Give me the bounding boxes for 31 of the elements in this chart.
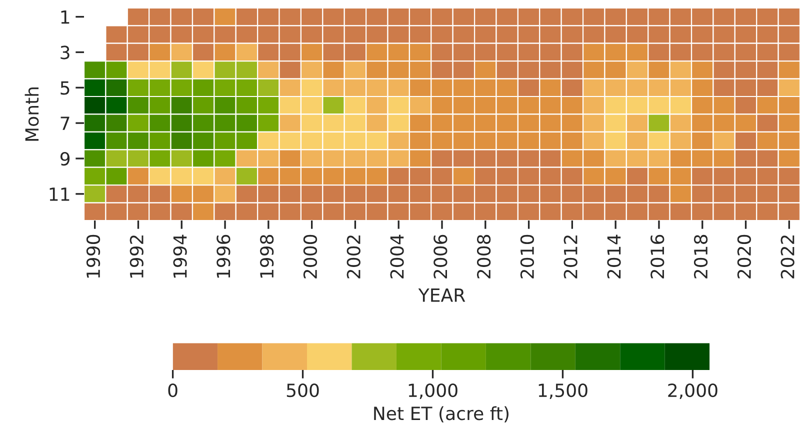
x-tick-label: 2012: [564, 236, 578, 278]
color-bar-label: 1,500: [538, 384, 588, 400]
color-bar-label: 1,000: [408, 384, 458, 400]
color-bar-title: Net ET (acre ft): [374, 406, 508, 422]
x-tick-label: 2008: [476, 234, 491, 278]
x-tick-label: 2016: [650, 234, 664, 278]
x-tick-label: 2004: [390, 234, 404, 278]
y-tick-label: 5: [60, 81, 70, 95]
x-tick-label: 2006: [434, 234, 448, 278]
y-axis-title: Month: [24, 87, 39, 141]
x-tick-label: 2002: [346, 236, 360, 278]
y-tick-label: 11: [50, 188, 70, 201]
x-tick-label: 1996: [216, 234, 230, 278]
x-tick-label: 2000: [303, 234, 318, 278]
x-tick-label: 1992: [130, 236, 144, 278]
color-bar-label: 0: [168, 384, 178, 398]
x-tick-label: 2014: [607, 234, 621, 278]
y-tick-label: 3: [60, 46, 70, 60]
y-tick-label: 7: [60, 116, 70, 130]
y-tick-label: 9: [60, 152, 70, 166]
x-tick-label: 1990: [86, 234, 100, 278]
y-tick-label: 1: [61, 10, 70, 24]
x-tick-label: 2018: [694, 234, 708, 278]
color-bar-label: 500: [286, 384, 319, 398]
x-tick-label: 1994: [173, 234, 187, 278]
x-axis-title: YEAR: [418, 288, 466, 302]
x-tick-label: 2020: [737, 234, 751, 278]
color-bar-label: 2,000: [668, 384, 718, 400]
x-tick-label: 2010: [520, 234, 534, 278]
x-tick-label: 1998: [260, 234, 274, 278]
x-tick-label: 2022: [780, 236, 794, 278]
